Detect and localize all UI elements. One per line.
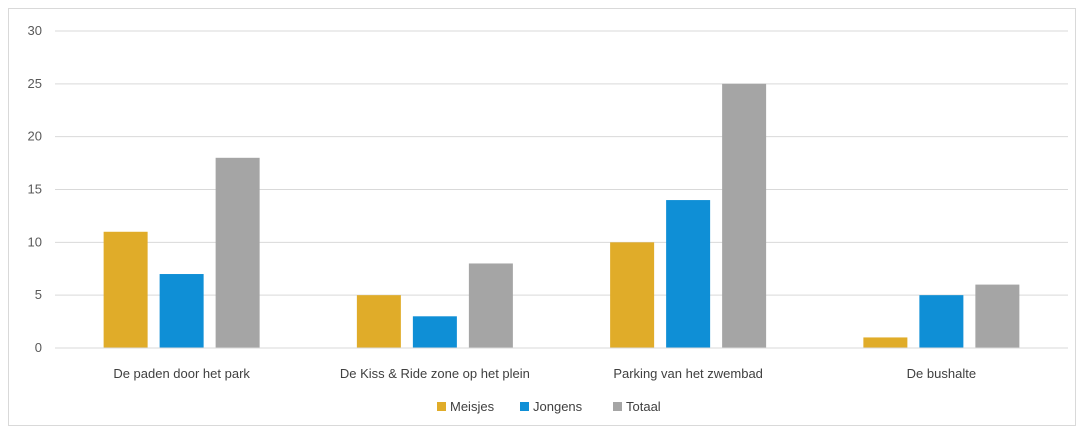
- y-tick-label: 30: [28, 23, 42, 38]
- legend: Meisjes Jongens Totaal: [437, 399, 661, 414]
- bar-totaal: [215, 157, 260, 348]
- y-tick-label: 20: [28, 129, 42, 144]
- legend-label-meisjes: Meisjes: [450, 399, 495, 414]
- bar-meisjes: [356, 295, 401, 348]
- legend-swatch-totaal: [613, 402, 622, 411]
- bar-totaal: [975, 284, 1020, 348]
- y-tick-label: 0: [35, 340, 42, 355]
- legend-label-jongens: Jongens: [533, 399, 583, 414]
- bar-jongens: [159, 274, 204, 348]
- bars: [103, 83, 1020, 348]
- bar-meisjes: [863, 337, 908, 348]
- bar-jongens: [412, 316, 457, 348]
- bar-totaal: [722, 83, 767, 348]
- bar-totaal: [468, 263, 513, 348]
- legend-label-totaal: Totaal: [626, 399, 661, 414]
- chart-frame: [8, 8, 1076, 426]
- y-tick-label: 25: [28, 76, 42, 91]
- y-tick-label: 15: [28, 182, 42, 197]
- x-category-label: Parking van het zwembad: [613, 366, 763, 381]
- legend-swatch-jongens: [520, 402, 529, 411]
- bar-meisjes: [610, 242, 655, 348]
- bar-jongens: [666, 200, 711, 348]
- x-category-label: De bushalte: [907, 366, 976, 381]
- x-category-label: De paden door het park: [113, 366, 250, 381]
- bar-jongens: [919, 295, 964, 348]
- bar-meisjes: [103, 231, 148, 348]
- y-axis-ticks: 0 5 10 15 20 25 30: [28, 23, 42, 355]
- x-axis-categories: De paden door het park De Kiss & Ride zon…: [113, 366, 976, 381]
- gridlines: [55, 30, 1068, 296]
- y-tick-label: 10: [28, 234, 42, 249]
- y-tick-label: 5: [35, 287, 42, 302]
- legend-swatch-meisjes: [437, 402, 446, 411]
- x-category-label: De Kiss & Ride zone op het plein: [340, 366, 530, 381]
